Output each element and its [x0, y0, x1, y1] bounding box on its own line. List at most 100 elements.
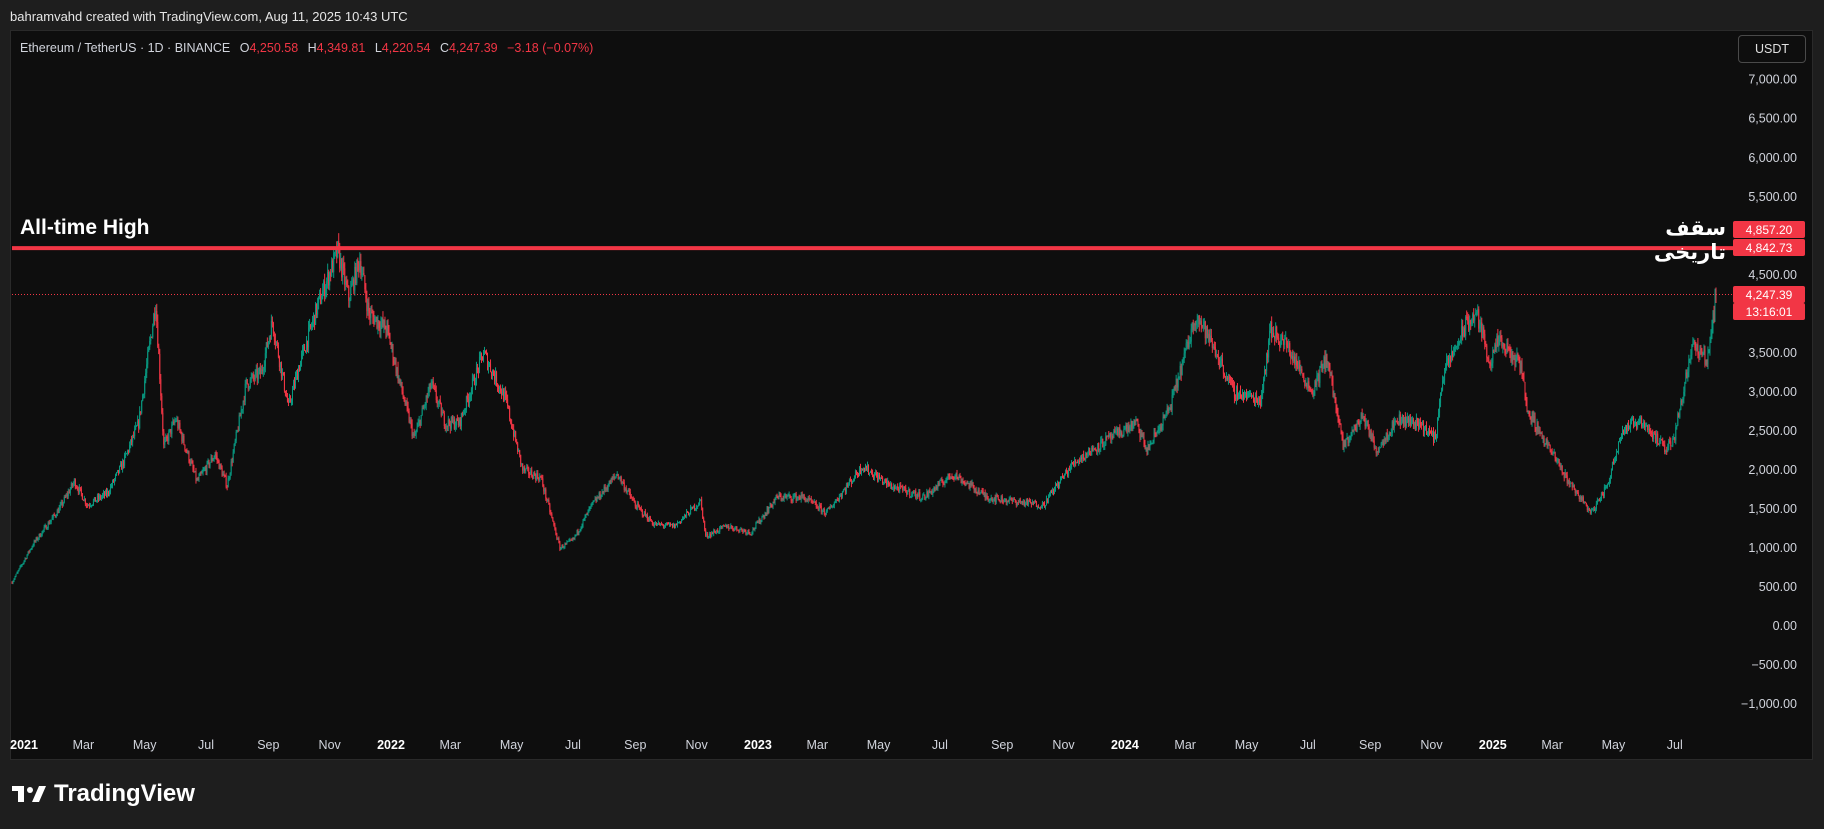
candle-body — [432, 381, 434, 386]
candle-body — [1235, 387, 1237, 400]
candle-body — [1572, 485, 1574, 488]
candle-body — [1084, 458, 1086, 460]
candle-body — [1021, 501, 1023, 504]
candle-body — [599, 492, 601, 499]
candle-body — [855, 470, 857, 475]
candle-body — [81, 493, 83, 500]
candle-body — [768, 508, 770, 513]
candle-body — [1647, 425, 1649, 430]
candle-body — [569, 539, 571, 541]
candle-body — [1346, 437, 1348, 440]
candle-body — [1301, 368, 1303, 374]
candle-body — [575, 534, 577, 536]
candle-body — [1156, 431, 1158, 434]
candle-body — [496, 372, 498, 386]
currency-button[interactable]: USDT — [1738, 35, 1806, 63]
candle-body — [1064, 474, 1066, 479]
candle-body — [1450, 355, 1452, 362]
candle-body — [516, 441, 518, 444]
candle-body — [1527, 410, 1529, 412]
candle-body — [1350, 436, 1352, 439]
candle-body — [109, 492, 111, 494]
candle-body — [988, 500, 990, 502]
candle-body — [1290, 354, 1292, 358]
candle-body — [1584, 502, 1586, 504]
candle-body — [1668, 440, 1670, 447]
candle-body — [672, 523, 674, 528]
candle-body — [820, 505, 822, 513]
candle-body — [495, 372, 497, 382]
candle-body — [1047, 496, 1049, 503]
candle-body — [1291, 356, 1293, 358]
candle-body — [1024, 502, 1026, 506]
candle-body — [252, 374, 254, 378]
candle-body — [1681, 400, 1683, 402]
candle-body — [250, 376, 252, 379]
candle-body — [51, 517, 53, 520]
candle-body — [387, 322, 389, 329]
candle-body — [1189, 341, 1191, 343]
candle-body — [831, 507, 833, 509]
candle-body — [1395, 420, 1397, 422]
candle-body — [36, 537, 38, 540]
candle-body — [790, 496, 792, 501]
candle-body — [1573, 485, 1575, 490]
candle-body — [1171, 394, 1173, 411]
candle-body — [357, 260, 359, 264]
candle-body — [748, 530, 750, 533]
candle-body — [687, 511, 689, 513]
candle-body — [298, 368, 300, 380]
candle-body — [914, 491, 916, 494]
candle-body — [1124, 428, 1126, 430]
candle-body — [533, 472, 535, 479]
candle-body — [202, 470, 204, 473]
candle-body — [870, 471, 872, 473]
candle-body — [1099, 448, 1101, 451]
candle-body — [1100, 439, 1102, 449]
candle-body — [794, 493, 796, 496]
candle-body — [931, 491, 933, 494]
candle-body — [1165, 412, 1167, 415]
candle-body — [832, 505, 834, 508]
chart-frame[interactable] — [10, 30, 1813, 760]
time-axis-label: Mar — [73, 738, 95, 752]
change-value: −3.18 (−0.07%) — [507, 41, 594, 55]
candle-body — [1420, 424, 1422, 426]
candle-body — [900, 485, 902, 487]
candle-body — [1611, 461, 1613, 471]
candle-body — [275, 342, 277, 344]
candle-body — [1150, 443, 1152, 445]
candle-body — [1120, 432, 1122, 435]
candle-body — [1538, 430, 1540, 432]
candle-body — [880, 477, 882, 479]
tradingview-logo[interactable]: TradingView — [12, 780, 195, 808]
candle-body — [963, 481, 965, 483]
candle-body — [1253, 395, 1255, 402]
candle-body — [650, 520, 652, 522]
candle-body — [935, 486, 937, 490]
candle-body — [1107, 435, 1109, 437]
candle-body — [1185, 343, 1187, 350]
candle-body — [22, 562, 24, 565]
candle-body — [993, 497, 995, 500]
candle-body — [1369, 430, 1371, 437]
candle-body — [940, 479, 942, 481]
candle-body — [34, 540, 36, 542]
candle-body — [949, 475, 951, 479]
candle-body — [1318, 374, 1320, 383]
candle-body — [137, 420, 139, 426]
candle-body — [890, 483, 892, 486]
candle-body — [1525, 396, 1527, 403]
candle-body — [1245, 392, 1247, 394]
candle-body — [965, 482, 967, 484]
tradingview-logo-icon — [12, 786, 46, 802]
candle-body — [699, 500, 701, 505]
candle-body — [834, 500, 836, 503]
candle-body — [1220, 358, 1222, 362]
candle-body — [1418, 422, 1420, 428]
candle-body — [1140, 433, 1142, 438]
candle-body — [1628, 423, 1630, 430]
candle-body — [1310, 390, 1312, 392]
candle-body — [1488, 359, 1490, 363]
